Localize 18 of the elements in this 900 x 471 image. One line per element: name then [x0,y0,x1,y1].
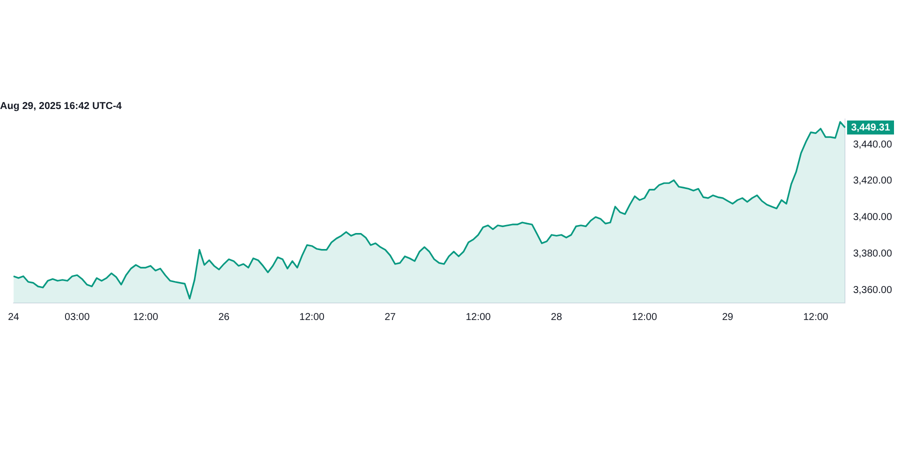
x-tick-label: 12:00 [466,312,492,323]
y-tick-label: 3,400.00 [853,212,892,224]
x-tick-label: 12:00 [299,312,325,323]
x-tick-label: 12:00 [632,312,658,323]
x-tick-label: 29 [722,312,734,323]
x-tick-label: 26 [218,312,230,323]
x-tick-label: 12:00 [133,312,159,323]
x-tick-label: 12:00 [803,312,829,323]
x-tick-label: 28 [550,312,562,323]
y-tick-label: 3,440.00 [853,139,892,150]
x-tick-label: 03:00 [64,312,90,323]
y-tick-label: 3,360.00 [853,285,892,296]
y-tick-label: 3,420.00 [853,176,892,187]
y-tick-label: 3,380.00 [853,248,892,260]
chart-title: Aug 29, 2025 16:42 UTC-4 [0,100,122,112]
x-tick-label: 24 [8,312,20,323]
data-label: 3,449.31 [851,122,890,134]
x-tick-label: 27 [384,312,396,323]
